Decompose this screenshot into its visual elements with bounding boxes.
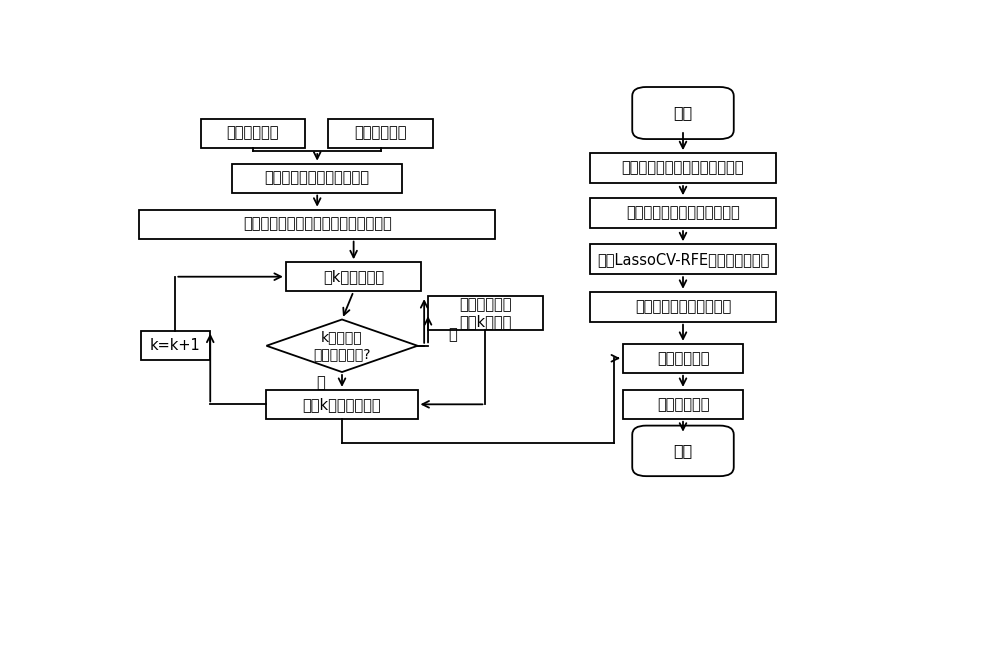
Text: 对k点进行逼近: 对k点进行逼近 — [323, 269, 384, 284]
FancyBboxPatch shape — [201, 118, 305, 148]
Text: 区间预测结果: 区间预测结果 — [657, 397, 709, 412]
FancyBboxPatch shape — [266, 390, 418, 419]
FancyBboxPatch shape — [590, 153, 776, 183]
Text: 区间信度函数: 区间信度函数 — [227, 125, 279, 140]
FancyBboxPatch shape — [328, 118, 433, 148]
FancyBboxPatch shape — [623, 390, 743, 419]
Text: 对历史天气特征进行特征重构: 对历史天气特征进行特征重构 — [626, 205, 740, 220]
FancyBboxPatch shape — [232, 164, 402, 192]
Text: k点是否位
于惩罚边界内?: k点是否位 于惩罚边界内? — [313, 331, 371, 361]
Text: 数据预处理（缺失值和异常值）: 数据预处理（缺失值和异常值） — [622, 161, 744, 176]
Text: 区间宽度函数: 区间宽度函数 — [354, 125, 407, 140]
FancyBboxPatch shape — [623, 344, 743, 373]
FancyBboxPatch shape — [632, 426, 734, 476]
FancyBboxPatch shape — [286, 262, 421, 291]
Text: 停止: 停止 — [673, 443, 693, 458]
Text: 是: 是 — [448, 327, 457, 343]
Text: 以惩罚边界点
替换k点的值: 以惩罚边界点 替换k点的值 — [459, 297, 512, 330]
FancyBboxPatch shape — [590, 244, 776, 274]
FancyBboxPatch shape — [632, 87, 734, 139]
Text: 基于滑动时间窗口利用信息熵确定权重: 基于滑动时间窗口利用信息熵确定权重 — [243, 216, 392, 231]
Text: 加权和后得到区间逼近函数: 加权和后得到区间逼近函数 — [265, 170, 370, 186]
FancyBboxPatch shape — [140, 332, 210, 360]
Text: 区间边界逼近: 区间边界逼近 — [657, 351, 709, 366]
Text: 贝叶斯网络功率区间预测: 贝叶斯网络功率区间预测 — [635, 299, 731, 314]
Text: 开始: 开始 — [673, 105, 693, 120]
FancyBboxPatch shape — [590, 198, 776, 228]
FancyBboxPatch shape — [139, 210, 495, 239]
FancyBboxPatch shape — [428, 296, 543, 330]
Polygon shape — [266, 320, 418, 372]
Text: 否: 否 — [316, 376, 325, 391]
Text: 基于LassoCV-RFE算法的特征筛选: 基于LassoCV-RFE算法的特征筛选 — [597, 252, 769, 266]
Text: k=k+1: k=k+1 — [150, 338, 201, 353]
FancyBboxPatch shape — [590, 292, 776, 322]
Text: 获得k点逼近后的值: 获得k点逼近后的值 — [303, 397, 381, 412]
